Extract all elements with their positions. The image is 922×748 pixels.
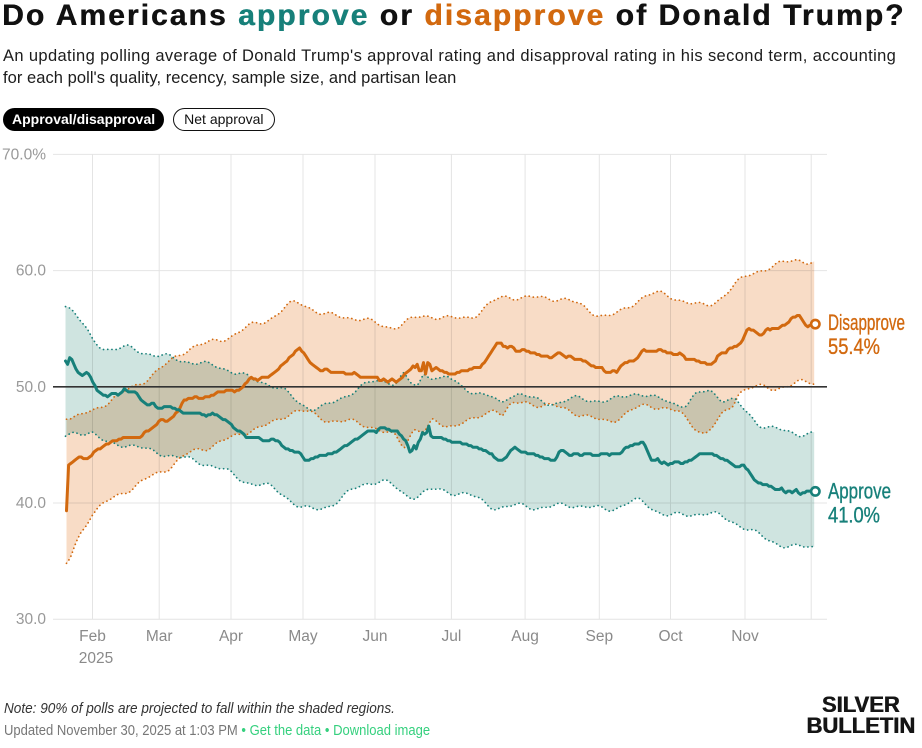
svg-text:Sep: Sep <box>586 628 614 645</box>
svg-text:Jul: Jul <box>441 628 461 645</box>
svg-text:Jun: Jun <box>363 628 388 645</box>
svg-text:Approve: Approve <box>828 479 891 504</box>
svg-text:41.0%: 41.0% <box>828 503 880 528</box>
svg-text:2025: 2025 <box>79 650 113 667</box>
svg-text:Disapprove: Disapprove <box>828 310 905 335</box>
svg-text:Apr: Apr <box>219 628 243 645</box>
svg-text:Oct: Oct <box>658 628 683 645</box>
svg-text:May: May <box>288 628 318 645</box>
svg-text:Aug: Aug <box>511 628 539 645</box>
svg-text:Mar: Mar <box>146 628 173 645</box>
svg-text:50.0: 50.0 <box>16 379 47 396</box>
svg-text:55.4%: 55.4% <box>828 334 880 359</box>
svg-text:70.0%: 70.0% <box>2 146 46 163</box>
svg-text:40.0: 40.0 <box>16 495 47 512</box>
svg-text:Feb: Feb <box>79 628 106 645</box>
svg-text:30.0: 30.0 <box>16 611 47 628</box>
svg-text:60.0: 60.0 <box>16 263 47 280</box>
svg-text:Nov: Nov <box>731 628 759 645</box>
